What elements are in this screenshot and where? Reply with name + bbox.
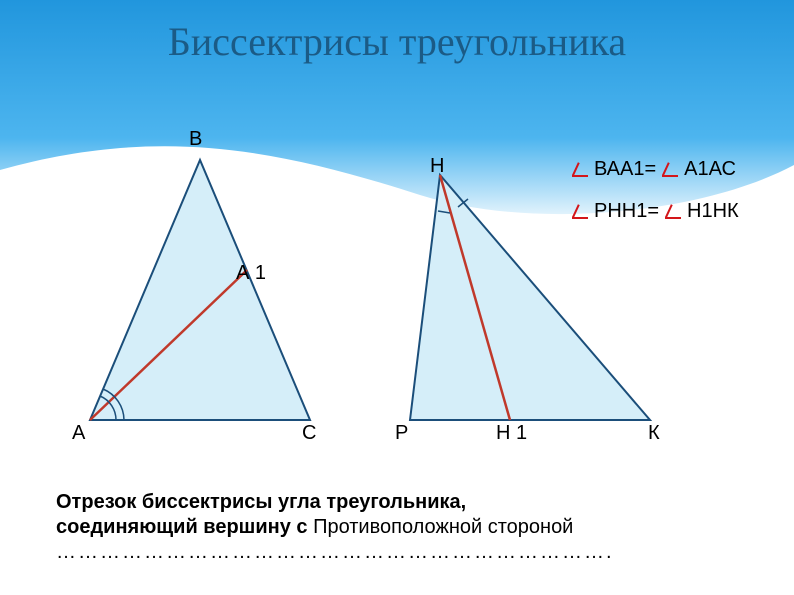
equation-1: ВАА1= А1АС <box>570 158 736 181</box>
angle-icon <box>570 203 590 221</box>
label-A1: А 1 <box>236 262 266 285</box>
caption-dots: …………………………………………………………………. <box>56 541 614 563</box>
label-A: А <box>72 422 85 445</box>
label-P: Р <box>395 422 408 445</box>
label-H: Н <box>430 155 444 178</box>
definition-text: Отрезок биссектрисы угла треугольника, с… <box>56 490 696 565</box>
eq2-lhs: РНН1= <box>594 200 659 223</box>
slide-title: Биссектрисы треугольника <box>0 18 794 65</box>
equation-2: РНН1= Н1НК <box>570 200 739 223</box>
angle-icon <box>660 161 680 179</box>
angle-icon <box>663 203 683 221</box>
eq1-lhs: ВАА1= <box>594 158 656 181</box>
caption-line1: Отрезок биссектрисы угла треугольника, <box>56 491 466 513</box>
triangle-abc <box>70 140 330 440</box>
caption-line2a: соединяющий вершину с <box>56 516 313 538</box>
caption-fill: Противоположной стороной <box>313 516 573 538</box>
label-H1: Н 1 <box>496 422 527 445</box>
eq1-rhs: А1АС <box>684 158 736 181</box>
label-C: С <box>302 422 316 445</box>
angle-icon <box>570 161 590 179</box>
label-K: К <box>648 422 660 445</box>
eq2-rhs: Н1НК <box>687 200 739 223</box>
label-B: В <box>189 128 202 151</box>
